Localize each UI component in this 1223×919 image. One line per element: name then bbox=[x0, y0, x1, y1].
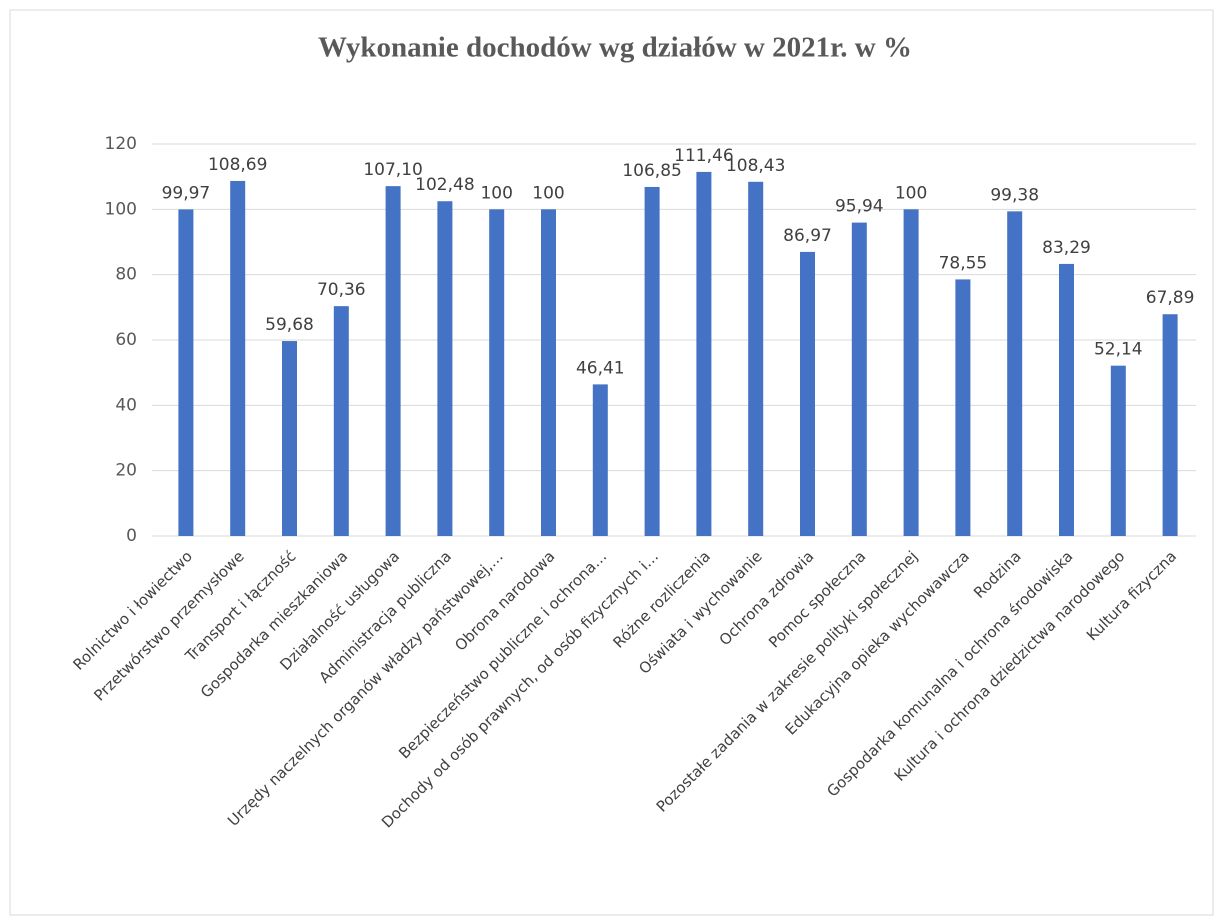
bar bbox=[282, 341, 297, 536]
y-tick-label: 40 bbox=[115, 395, 137, 415]
bar bbox=[903, 209, 919, 537]
value-label: 106,85 bbox=[622, 161, 681, 181]
value-label: 107,10 bbox=[363, 160, 422, 180]
value-label: 95,94 bbox=[835, 197, 884, 217]
y-tick-label: 120 bbox=[105, 134, 137, 154]
value-label: 100 bbox=[895, 183, 927, 203]
y-tick-label: 60 bbox=[115, 330, 137, 350]
value-label: 59,68 bbox=[265, 315, 314, 335]
bar bbox=[230, 180, 246, 537]
bar bbox=[592, 384, 608, 536]
bar bbox=[489, 209, 505, 537]
bar bbox=[437, 201, 453, 536]
y-tick-label: 80 bbox=[115, 265, 137, 285]
bar bbox=[644, 186, 660, 536]
value-label: 83,29 bbox=[1042, 238, 1091, 258]
y-tick-label: 20 bbox=[115, 461, 137, 481]
bar bbox=[385, 186, 401, 536]
value-label: 100 bbox=[532, 183, 564, 203]
value-label: 70,36 bbox=[317, 280, 366, 300]
y-tick-label: 100 bbox=[105, 199, 137, 219]
value-label: 99,97 bbox=[162, 183, 211, 203]
bar bbox=[1110, 365, 1126, 536]
value-label: 100 bbox=[480, 183, 512, 203]
bar bbox=[800, 251, 815, 536]
bar bbox=[333, 306, 349, 536]
value-label: 108,43 bbox=[726, 156, 785, 176]
bar bbox=[1007, 211, 1023, 536]
y-tick-label: 0 bbox=[126, 526, 137, 546]
value-label: 46,41 bbox=[576, 358, 625, 378]
bar bbox=[748, 181, 764, 536]
bar bbox=[1059, 263, 1074, 536]
bar bbox=[178, 209, 194, 536]
value-label: 111,46 bbox=[674, 146, 733, 166]
bar bbox=[1162, 314, 1178, 536]
chart-title: Wykonanie dochodów wg działów w 2021r. w… bbox=[318, 32, 912, 64]
value-label: 78,55 bbox=[939, 253, 988, 273]
value-label: 52,14 bbox=[1094, 340, 1143, 360]
value-label: 67,89 bbox=[1146, 288, 1195, 308]
value-label: 86,97 bbox=[783, 226, 832, 246]
bar bbox=[955, 279, 971, 536]
bar bbox=[696, 171, 712, 536]
value-label: 99,38 bbox=[990, 185, 1039, 205]
value-label: 102,48 bbox=[415, 175, 474, 195]
bar bbox=[851, 222, 867, 536]
value-label: 108,69 bbox=[208, 155, 267, 175]
bar bbox=[541, 209, 556, 537]
